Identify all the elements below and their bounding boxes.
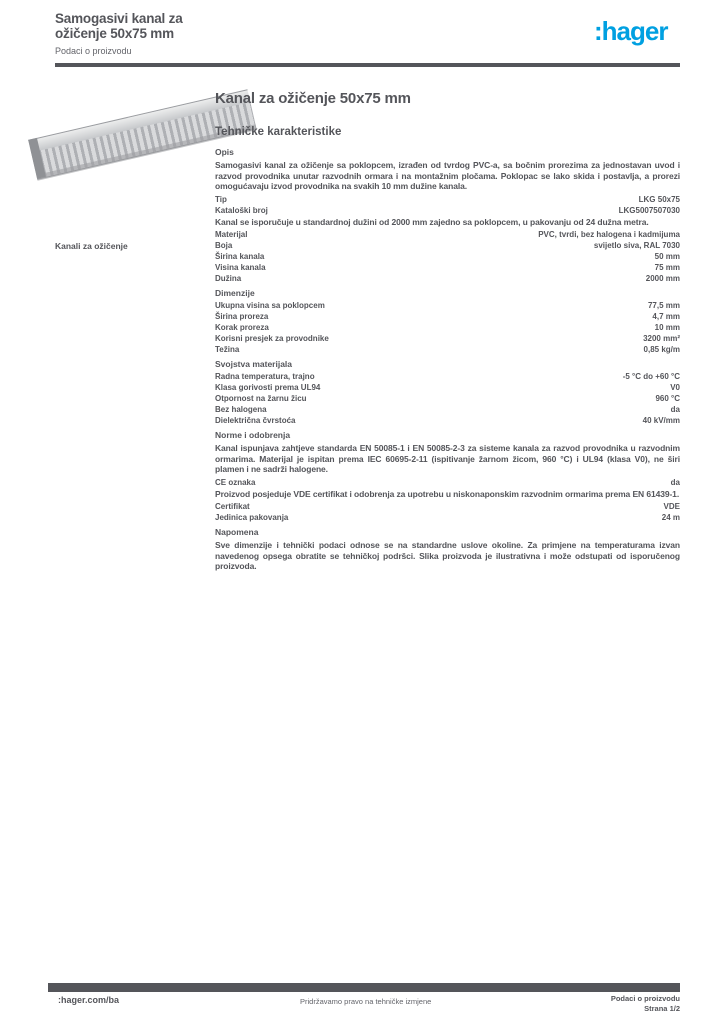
main-content: Kanal za ožičenje 50x75 mm Tehničke kara… bbox=[215, 90, 680, 575]
row-value: 75 mm bbox=[654, 263, 680, 272]
row-value: da bbox=[670, 477, 680, 487]
row-label: Tip bbox=[215, 194, 227, 204]
row-value: 77,5 mm bbox=[647, 301, 680, 310]
row-value: -5 °C do +60 °C bbox=[622, 372, 680, 381]
row-label: Bez halogena bbox=[215, 405, 267, 414]
table-paragraph: Proizvod posjeduje VDE certifikat i odob… bbox=[215, 488, 680, 499]
row-value: LKG5007507030 bbox=[618, 205, 680, 215]
table-row: Otpornost na žarnu žicu 960 °C bbox=[215, 394, 680, 403]
section-heading: Tehničke karakteristike bbox=[215, 126, 342, 138]
row-label: Ukupna visina sa poklopcem bbox=[215, 301, 325, 310]
table-section-heading: Norme i odobrenja bbox=[215, 430, 291, 440]
table-row: CE oznaka da bbox=[215, 478, 680, 487]
table-row: Radna temperatura, trajno -5 °C do +60 °C bbox=[215, 372, 680, 381]
row-value: svijetlo siva, RAL 7030 bbox=[593, 241, 680, 250]
product-image bbox=[28, 84, 257, 181]
row-value: 0,85 kg/m bbox=[643, 345, 680, 354]
table-row: Težina 0,85 kg/m bbox=[215, 345, 680, 354]
row-value: 3200 mm² bbox=[643, 334, 680, 343]
row-value: da bbox=[670, 405, 680, 414]
table-paragraph: Kanal ispunjava zahtjeve standarda EN 50… bbox=[215, 443, 680, 474]
row-value: 10 mm bbox=[654, 323, 680, 332]
row-value: VDE bbox=[663, 502, 680, 511]
row-label: Boja bbox=[215, 241, 233, 250]
row-value: 24 m bbox=[661, 513, 680, 522]
row-label: Certifikat bbox=[215, 502, 250, 511]
row-label: Radna temperatura, trajno bbox=[215, 372, 315, 381]
row-label: Dielektrična čvrstoća bbox=[215, 416, 296, 425]
table-row: Certifikat VDE bbox=[215, 502, 680, 511]
table-row: Materijal PVC, tvrdi, bez halogena i kadm… bbox=[215, 230, 680, 239]
table-row: Dielektrična čvrstoća 40 kV/mm bbox=[215, 416, 680, 425]
table-row: Ukupna visina sa poklopcem 77,5 mm bbox=[215, 301, 680, 310]
row-value: 960 °C bbox=[655, 394, 680, 403]
footer-info-line2: Strana 1/2 bbox=[644, 1003, 680, 1013]
table-section-heading: Dimenzije bbox=[215, 288, 255, 298]
row-label: Širina kanala bbox=[215, 252, 265, 261]
row-value: 50 mm bbox=[654, 252, 680, 261]
table-row: Širina kanala 50 mm bbox=[215, 252, 680, 261]
row-label: Širina proreza bbox=[215, 312, 269, 321]
table-row: Klasa gorivosti prema UL94 V0 bbox=[215, 383, 680, 392]
table-section-heading: Svojstva materijala bbox=[215, 359, 293, 369]
table-section-heading: Napomena bbox=[215, 527, 259, 537]
product-title: Kanal za ožičenje 50x75 mm bbox=[215, 90, 411, 107]
row-label: Klasa gorivosti prema UL94 bbox=[215, 383, 321, 392]
footer-bar bbox=[48, 983, 680, 992]
table-row: Dužina 2000 mm bbox=[215, 274, 680, 283]
table-row: Tip LKG 50x75 bbox=[215, 195, 680, 204]
row-value: 2000 mm bbox=[645, 274, 680, 283]
row-label: Dužina bbox=[215, 274, 242, 283]
table-row: Korisni presjek za provodnike 3200 mm² bbox=[215, 334, 680, 343]
table-paragraph: Sve dimenzije i tehnički podaci odnose s… bbox=[215, 540, 680, 571]
footer-info-line1: Podaci o proizvodu bbox=[610, 994, 680, 1003]
document-header: Samogasivi kanal za ožičenje 50x75 mm Po… bbox=[55, 11, 295, 57]
row-label: Materijal bbox=[215, 230, 248, 239]
footer-site-link[interactable]: :hager.com/ba bbox=[58, 995, 119, 1005]
row-value: 40 kV/mm bbox=[642, 416, 680, 425]
table-paragraph: Kanal se isporučuje u standardnoj dužini… bbox=[215, 216, 649, 227]
spec-table: Opis Samogasivi kanal za ožičenje sa pokl… bbox=[215, 147, 680, 572]
category-label: Kanali za ožičenje bbox=[55, 241, 128, 251]
row-value: PVC, tvrdi, bez halogena i kadmijuma bbox=[538, 230, 680, 239]
table-row: Visina kanala 75 mm bbox=[215, 263, 680, 272]
table-row: Korak proreza 10 mm bbox=[215, 323, 680, 332]
table-row: Bez halogena da bbox=[215, 405, 680, 414]
row-label: Korak proreza bbox=[215, 323, 269, 332]
row-label: Visina kanala bbox=[215, 263, 266, 272]
hager-logo: :hager bbox=[594, 16, 668, 46]
row-label: Težina bbox=[215, 345, 240, 354]
row-label: Korisni presjek za provodnike bbox=[215, 334, 329, 343]
footer-note: Pridržavamo pravo na tehničke izmjene bbox=[300, 997, 432, 1006]
row-value: V0 bbox=[670, 383, 680, 392]
row-label: Otpornost na žarnu žicu bbox=[215, 394, 307, 403]
table-row: Jedinica pakovanja 24 m bbox=[215, 513, 680, 522]
doc-title-line1: Samogasivi kanal za bbox=[55, 11, 183, 26]
table-row: Kataloški broj LKG5007507030 bbox=[215, 206, 680, 215]
header-divider bbox=[55, 63, 680, 67]
row-value: LKG 50x75 bbox=[638, 194, 680, 204]
table-paragraph: Samogasivi kanal za ožičenje sa poklopce… bbox=[215, 160, 680, 191]
row-label: Kataloški broj bbox=[215, 205, 268, 215]
row-label: Jedinica pakovanja bbox=[215, 513, 289, 522]
table-section-heading: Opis bbox=[215, 147, 234, 157]
row-label: CE oznaka bbox=[215, 477, 256, 487]
doc-title-line2: ožičenje 50x75 mm bbox=[55, 26, 174, 41]
table-row: Boja svijetlo siva, RAL 7030 bbox=[215, 241, 680, 250]
table-row: Širina proreza 4,7 mm bbox=[215, 312, 680, 321]
doc-subtitle: Podaci o proizvodu bbox=[55, 46, 132, 56]
row-value: 4,7 mm bbox=[652, 312, 680, 321]
footer-page-info: Podaci o proizvodu Strana 1/2 bbox=[560, 994, 680, 1013]
site-url[interactable]: :hager.com/ba bbox=[58, 995, 120, 1005]
